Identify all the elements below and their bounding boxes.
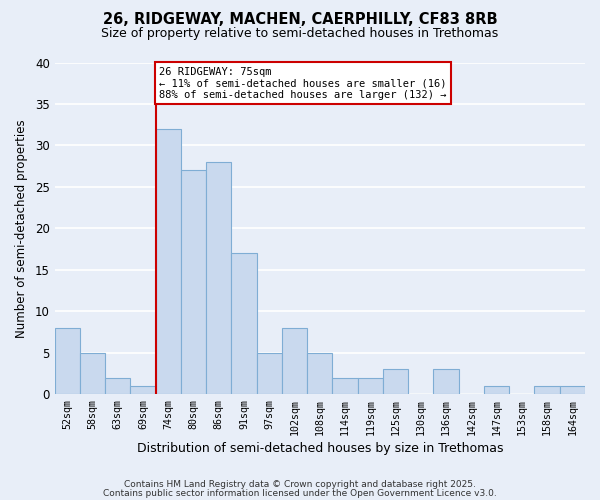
Bar <box>282 328 307 394</box>
Y-axis label: Number of semi-detached properties: Number of semi-detached properties <box>15 119 28 338</box>
Bar <box>206 162 232 394</box>
Bar <box>332 378 358 394</box>
X-axis label: Distribution of semi-detached houses by size in Trethomas: Distribution of semi-detached houses by … <box>137 442 503 455</box>
Text: Contains public sector information licensed under the Open Government Licence v3: Contains public sector information licen… <box>103 489 497 498</box>
Bar <box>155 129 181 394</box>
Bar <box>181 170 206 394</box>
Bar <box>257 352 282 394</box>
Text: Size of property relative to semi-detached houses in Trethomas: Size of property relative to semi-detach… <box>101 28 499 40</box>
Bar <box>55 328 80 394</box>
Bar <box>232 253 257 394</box>
Bar <box>535 386 560 394</box>
Text: Contains HM Land Registry data © Crown copyright and database right 2025.: Contains HM Land Registry data © Crown c… <box>124 480 476 489</box>
Text: 26, RIDGEWAY, MACHEN, CAERPHILLY, CF83 8RB: 26, RIDGEWAY, MACHEN, CAERPHILLY, CF83 8… <box>103 12 497 28</box>
Bar <box>560 386 585 394</box>
Bar <box>130 386 155 394</box>
Bar <box>105 378 130 394</box>
Bar <box>484 386 509 394</box>
Bar <box>358 378 383 394</box>
Bar <box>307 352 332 394</box>
Bar <box>383 370 408 394</box>
Bar <box>433 370 459 394</box>
Text: 26 RIDGEWAY: 75sqm
← 11% of semi-detached houses are smaller (16)
88% of semi-de: 26 RIDGEWAY: 75sqm ← 11% of semi-detache… <box>160 66 447 100</box>
Bar <box>80 352 105 394</box>
